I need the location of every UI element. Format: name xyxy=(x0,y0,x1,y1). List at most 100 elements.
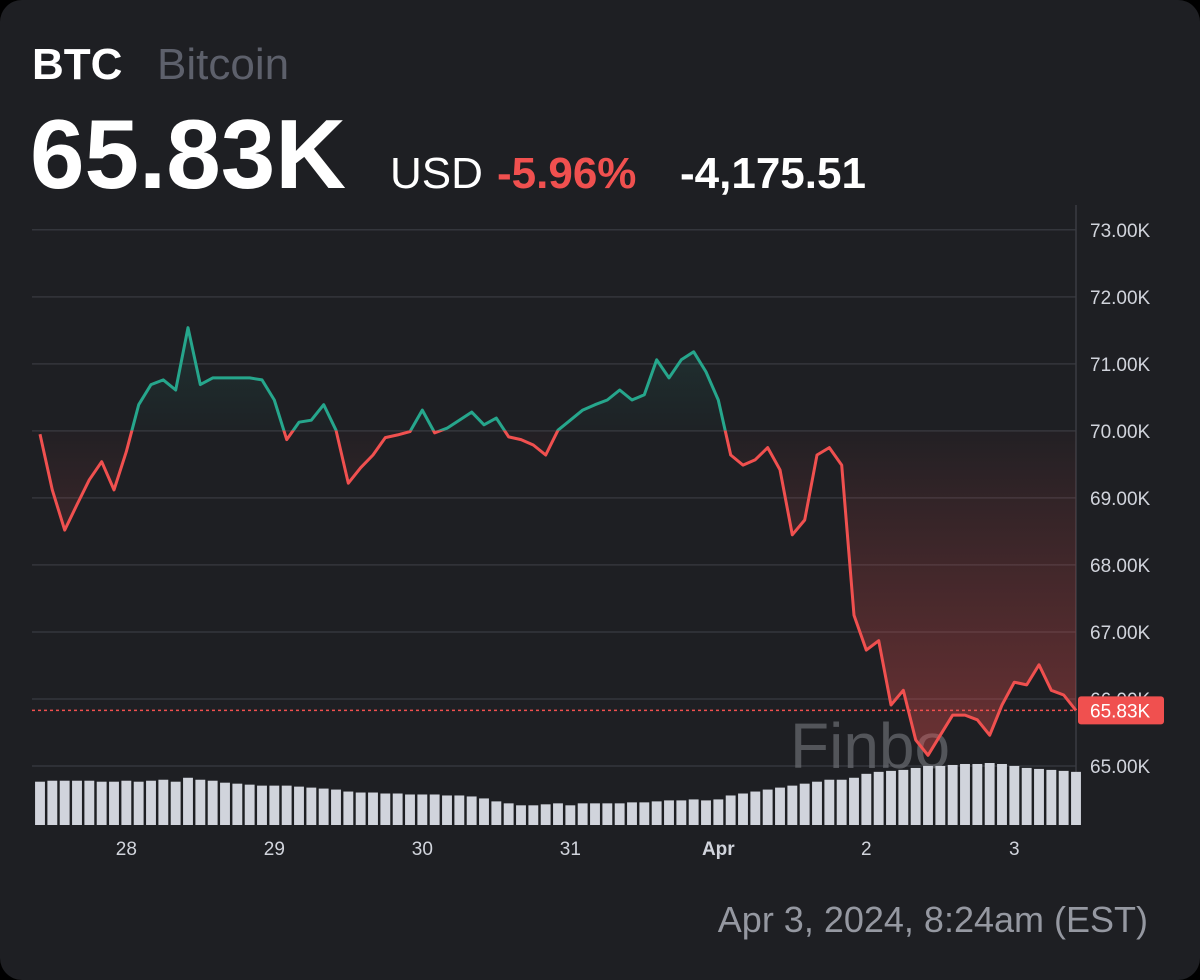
volume-bar xyxy=(355,792,366,825)
volume-bar xyxy=(516,805,526,825)
volume-bar xyxy=(257,785,267,825)
volume-bar xyxy=(861,773,872,825)
volume-bar xyxy=(602,803,613,825)
volume-bar xyxy=(664,800,674,825)
timestamp: Apr 3, 2024, 8:24am (EST) xyxy=(718,899,1148,940)
volume-bar xyxy=(799,783,810,825)
volume-bar xyxy=(553,803,563,825)
volume-bar xyxy=(318,788,329,825)
x-tick-label: Apr xyxy=(702,839,735,860)
volume-bar xyxy=(750,791,761,825)
volume-bar xyxy=(762,789,773,825)
y-tick-label: 67.00K xyxy=(1090,623,1151,644)
volume-bar xyxy=(873,771,884,825)
y-tick-label: 72.00K xyxy=(1090,288,1151,309)
volume-bar xyxy=(898,769,909,825)
volume-bar xyxy=(577,803,588,825)
volume-bar xyxy=(183,777,193,825)
plot: 65.00K66.00K67.00K68.00K69.00K70.00K71.0… xyxy=(32,205,1164,860)
volume-bar xyxy=(109,781,119,825)
volume-bar xyxy=(207,780,218,825)
volume-bar xyxy=(380,793,391,825)
volume-bar xyxy=(429,794,440,825)
volume-bar xyxy=(146,780,156,825)
volume-bar xyxy=(195,779,206,825)
volume-bar xyxy=(1058,770,1069,825)
y-tick-label: 70.00K xyxy=(1090,422,1151,443)
volume-bar xyxy=(960,763,970,825)
volume-bar xyxy=(935,765,946,825)
x-tick-label: 2 xyxy=(861,839,872,860)
volume-bar xyxy=(121,780,132,825)
volume-bar xyxy=(676,800,687,825)
volume-bar xyxy=(590,803,600,825)
current-price-tag xyxy=(1078,696,1164,725)
volume-bar xyxy=(1009,765,1020,825)
volume-bar xyxy=(244,784,255,825)
x-tick-label: 29 xyxy=(264,839,285,860)
volume-bar xyxy=(701,800,711,825)
volume-bar xyxy=(392,793,403,825)
volume-bar xyxy=(984,763,995,825)
volume-bar xyxy=(1071,771,1081,825)
x-tick-label: 31 xyxy=(560,839,581,860)
volume-bar xyxy=(84,780,95,825)
volume-bar xyxy=(47,780,58,825)
volume-bar xyxy=(96,781,107,825)
volume-bar xyxy=(688,799,699,825)
y-tick-label: 73.00K xyxy=(1090,221,1151,242)
volume-bar xyxy=(565,805,576,825)
volume-bar xyxy=(479,798,489,825)
volume-bar xyxy=(368,792,378,825)
volume-bar xyxy=(787,785,798,825)
volume-bar xyxy=(713,799,724,825)
volume-bar xyxy=(528,805,539,825)
y-tick-label: 65.00K xyxy=(1090,757,1151,778)
volume-bar xyxy=(836,779,847,825)
volume-bar xyxy=(466,796,477,825)
volume-bar xyxy=(306,787,317,825)
x-tick-label: 3 xyxy=(1009,839,1020,860)
currency: USD xyxy=(390,149,483,198)
volume-bar xyxy=(158,779,169,825)
volume-bar xyxy=(220,782,230,825)
volume-bar xyxy=(947,764,958,825)
volume-bar xyxy=(651,801,662,825)
volume-bar xyxy=(133,781,144,825)
volume-bar xyxy=(72,780,82,825)
volume-bar xyxy=(35,781,45,825)
volume-bar xyxy=(454,795,465,825)
volume-bar xyxy=(627,802,637,825)
volume-bar xyxy=(503,803,514,825)
current-price-label: 65.83K xyxy=(1090,701,1151,722)
volume-bar xyxy=(294,786,304,825)
volume-bar xyxy=(1021,767,1032,825)
volume-bar xyxy=(639,802,650,825)
volume-bar xyxy=(775,787,785,825)
volume-bar xyxy=(725,795,736,825)
volume-bar xyxy=(442,795,452,825)
volume-bar xyxy=(812,781,822,825)
volume-bar xyxy=(331,789,341,825)
price: 65.83K xyxy=(30,99,346,209)
price-line xyxy=(38,326,1078,757)
change-amount: -4,175.51 xyxy=(680,149,866,198)
x-tick-label: 30 xyxy=(412,839,433,860)
change-percent: -5.96% xyxy=(497,149,636,198)
volume-bar xyxy=(1034,768,1044,825)
volume-bar xyxy=(923,765,933,825)
asset-name: Bitcoin xyxy=(157,40,289,89)
volume-bar xyxy=(59,780,70,825)
volume-bar xyxy=(170,781,181,825)
symbol: BTC xyxy=(32,40,122,89)
volume-bar xyxy=(343,791,354,825)
volume-bar xyxy=(269,785,280,825)
volume-bar xyxy=(1046,769,1057,825)
volume-bar xyxy=(824,779,835,825)
y-tick-label: 71.00K xyxy=(1090,355,1151,376)
volume-bar xyxy=(232,783,243,825)
volume-bar xyxy=(614,803,625,825)
